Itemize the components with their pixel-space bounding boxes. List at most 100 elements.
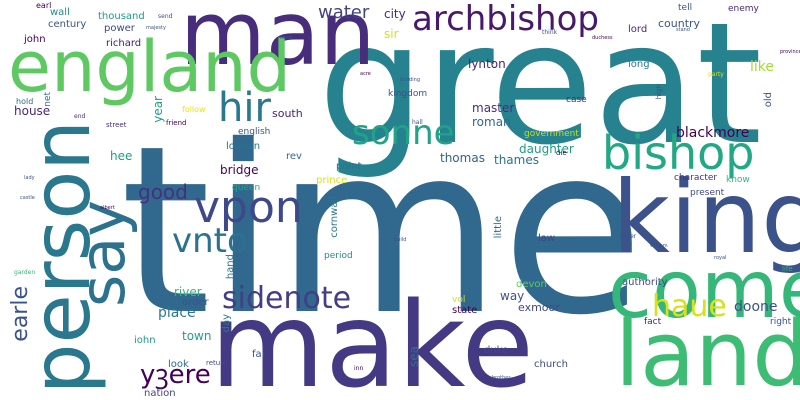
- word-castle: castle: [20, 195, 35, 201]
- word-english: english: [238, 127, 271, 137]
- word-duchess: duchess: [592, 35, 613, 41]
- word-england: england: [8, 26, 292, 108]
- word-great: great: [318, 0, 763, 182]
- word-iohn: iohn: [134, 335, 156, 346]
- word-character: character: [674, 173, 718, 183]
- word-year: year: [151, 96, 165, 123]
- word-stand: stand: [676, 27, 690, 33]
- word-exmoor: exmoor: [518, 301, 560, 314]
- word-period: period: [324, 251, 353, 261]
- word-blackmore: blackmore: [676, 125, 750, 141]
- word-house: house: [14, 104, 51, 118]
- word-royal: royal: [714, 255, 727, 261]
- word-lord: lord: [628, 24, 648, 35]
- word-make: make: [210, 276, 534, 400]
- word-acre: acre: [360, 71, 371, 77]
- word-say: say: [66, 200, 139, 307]
- word-long: long: [628, 59, 650, 70]
- word-wall: wall: [50, 7, 70, 18]
- word-hee: hee: [110, 149, 133, 163]
- word-letter: letter: [620, 233, 637, 240]
- word-follow: follow: [182, 105, 206, 114]
- word-daughter: daughter: [519, 142, 574, 156]
- word-earle: earle: [8, 286, 33, 342]
- word-archbishop: archbishop: [412, 0, 599, 39]
- word-net: net: [43, 92, 53, 107]
- word-government: government: [524, 129, 579, 139]
- word-earl: earl: [36, 1, 52, 10]
- word-know: know: [726, 175, 750, 185]
- word-present: present: [690, 188, 725, 198]
- word-river: river: [174, 285, 202, 299]
- word-queen: queen: [232, 183, 261, 193]
- word-build: build: [394, 237, 407, 243]
- word-thames: thames: [494, 153, 539, 167]
- word-vnto: vnto: [172, 221, 248, 261]
- word-city: city: [384, 7, 406, 21]
- word-roman: roman: [472, 115, 511, 129]
- word-master: master: [472, 101, 515, 115]
- word-town: town: [182, 329, 212, 343]
- word-life: life: [782, 265, 793, 273]
- word-come: come: [608, 243, 800, 336]
- word-room: room: [280, 35, 293, 41]
- word-albert: albert: [100, 205, 115, 211]
- word-case: case: [566, 95, 587, 105]
- word-die: die: [556, 149, 567, 157]
- word-doone: doone: [734, 299, 778, 315]
- word-time: time: [120, 96, 645, 366]
- word-prince: prince: [316, 175, 348, 186]
- word-party: party: [708, 71, 724, 78]
- word-majesty: majesty: [146, 25, 166, 31]
- word-king: king: [612, 159, 800, 276]
- word-sonne: sonne: [352, 113, 455, 153]
- word-water: water: [318, 2, 370, 23]
- word-duke: duke: [484, 345, 509, 356]
- word-like: like: [750, 59, 775, 75]
- word-sir: sir: [384, 27, 399, 41]
- word-hir: hir: [218, 85, 271, 131]
- word-william: william: [650, 243, 668, 249]
- word-rev: rev: [286, 151, 302, 162]
- word-return: return: [206, 359, 228, 367]
- word-devon: devon: [516, 279, 547, 290]
- word-province: province: [780, 49, 800, 55]
- word-tell: tell: [678, 3, 693, 13]
- word-inn: inn: [354, 365, 364, 372]
- word-land: land: [615, 302, 800, 400]
- word-lynton: lynton: [468, 57, 506, 71]
- word-hall: hall: [412, 119, 423, 126]
- word-state: state: [452, 305, 478, 316]
- word-thomas: thomas: [440, 151, 485, 165]
- word-authority: authority: [622, 277, 668, 288]
- word-power: power: [104, 23, 135, 34]
- word-thousand: thousand: [98, 11, 145, 22]
- word-nation: nation: [144, 388, 176, 399]
- word-garden: garden: [14, 269, 36, 276]
- word-sea: sea: [407, 346, 421, 367]
- word-building: building: [400, 77, 421, 83]
- word-man: man: [180, 0, 376, 85]
- word-kingdom: kingdom: [388, 89, 428, 99]
- word-cornwall: cornwall: [329, 196, 340, 238]
- word-friend: friend: [166, 119, 187, 127]
- word-think: think: [542, 29, 558, 36]
- word-bridge: bridge: [220, 163, 259, 177]
- word-richard: richard: [106, 38, 142, 49]
- word-right: right: [770, 317, 792, 327]
- word-fact: fact: [644, 317, 662, 327]
- word-day: day: [221, 314, 232, 333]
- word-london: london: [226, 141, 261, 152]
- word-enemy: enemy: [728, 4, 759, 14]
- word-vpon: vpon: [194, 182, 303, 233]
- word-high: high: [655, 84, 663, 100]
- word-point: point: [336, 161, 362, 172]
- word-brother: brother: [492, 375, 511, 381]
- word-end: end: [74, 113, 86, 120]
- word-little: little: [493, 216, 504, 239]
- word-hand: hand: [225, 254, 236, 280]
- word-send: send: [158, 13, 173, 20]
- word-far: far: [252, 349, 266, 360]
- word-place: place: [158, 305, 196, 321]
